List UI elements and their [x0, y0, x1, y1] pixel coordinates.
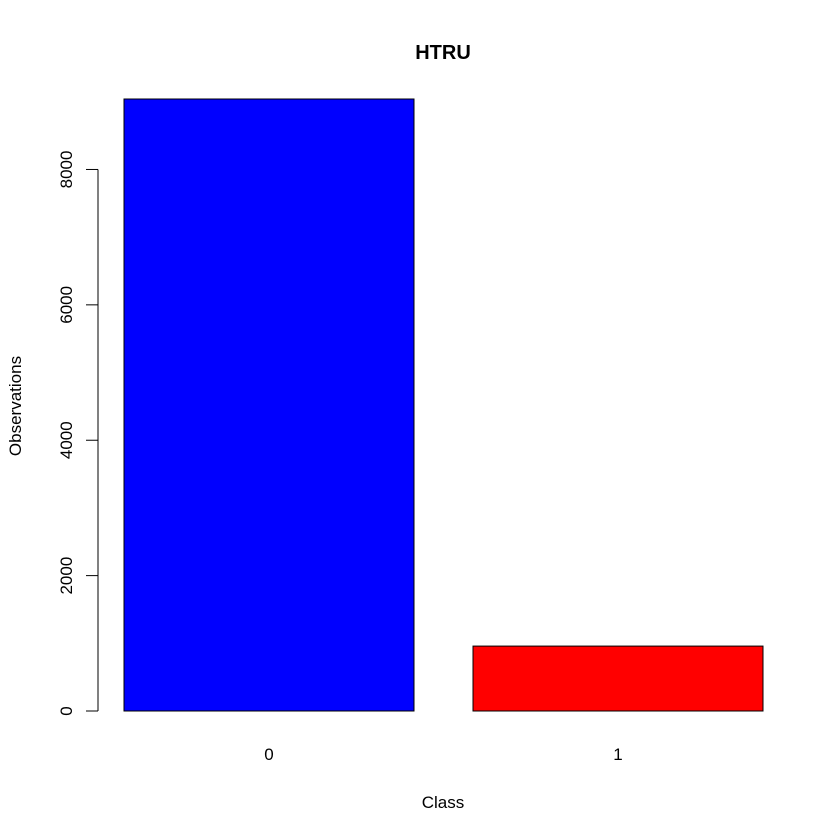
bar-class-0	[123, 98, 415, 712]
y-tick-label: 2000	[57, 557, 76, 595]
bar-class-1	[472, 645, 764, 712]
x-category-label: 0	[264, 745, 273, 764]
y-tick-label: 0	[57, 706, 76, 715]
x-category-label: 1	[613, 745, 622, 764]
y-tick-label: 4000	[57, 421, 76, 459]
x-axis-label: Class	[422, 793, 465, 812]
y-tick-label: 6000	[57, 286, 76, 324]
y-axis: 0 2000 4000 6000 8000	[57, 151, 99, 716]
chart-title: HTRU	[415, 42, 471, 64]
bars-group	[123, 98, 764, 712]
y-axis-label: Observations	[6, 356, 25, 456]
y-tick-label: 8000	[57, 151, 76, 189]
